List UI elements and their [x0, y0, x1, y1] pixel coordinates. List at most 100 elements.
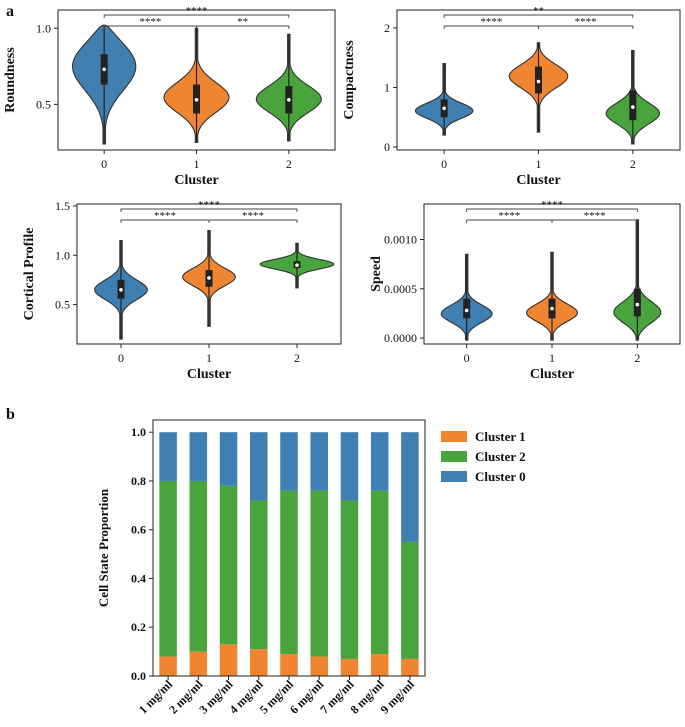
x-axis-label: Cluster: [187, 367, 231, 382]
significance-bracket: [466, 208, 638, 212]
violin-median-cluster-2: [631, 105, 635, 109]
bar-segment-cluster-2: [250, 500, 268, 650]
x-axis-label: Cluster: [530, 367, 574, 382]
significance-label: ****: [584, 210, 606, 222]
bar-segment-cluster-2: [280, 490, 298, 655]
bar-segment-cluster-1: [219, 644, 238, 676]
violin-median-cluster-1: [207, 276, 211, 280]
x-tick-label: 1: [206, 351, 212, 365]
bar-segment-cluster-0: [340, 432, 359, 501]
bar-segment-cluster-0: [280, 432, 298, 491]
y-tick-label: 1.0: [36, 21, 51, 35]
bar-segment-cluster-1: [340, 658, 359, 676]
violin-median-cluster-1: [536, 79, 541, 84]
y-tick-label: 1.0: [55, 248, 70, 262]
bar-segment-cluster-1: [370, 654, 389, 676]
significance-bracket: [538, 25, 634, 29]
bar-segment-cluster-2: [340, 500, 359, 659]
bar-segment-cluster-2: [219, 485, 238, 645]
panel-a-label: a: [6, 3, 14, 20]
x-tick-label: 1: [536, 157, 542, 171]
x-tick-label: 0: [118, 351, 124, 365]
x-tick-label: 1: [549, 351, 555, 365]
y-tick-label: 0.0005: [384, 282, 417, 296]
stacked-bar-chart-cell-state: 0.00.20.40.60.81.01 mg/ml2 mg/ml3 mg/ml4…: [96, 419, 526, 717]
violin-median-cluster-1: [194, 97, 199, 102]
violin-chart-speed: 0.0000 0.0005 0.0010 0 1 2 Cluster Speed **** ***…: [369, 199, 681, 382]
bar-segment-cluster-2: [159, 480, 177, 657]
y-axis-label: Compactness: [342, 40, 357, 120]
violin-median-cluster-2: [635, 302, 640, 307]
y-tick-label: 1.5: [55, 199, 70, 213]
violin-median-cluster-1: [550, 306, 554, 311]
bar-segment-cluster-1: [159, 656, 177, 676]
y-tick-label: 0.0000: [384, 331, 417, 345]
significance-bracket: [196, 25, 290, 29]
legend-label: Cluster 0: [475, 469, 526, 484]
significance-label: ****: [498, 210, 520, 222]
y-tick-label: 0.6: [131, 523, 146, 537]
violin-median-cluster-2: [287, 97, 291, 102]
y-axis-label: Speed: [369, 256, 384, 292]
x-axis-label: Cluster: [174, 173, 218, 188]
y-tick-label: 0.5: [36, 97, 51, 111]
y-tick-label: 0.5: [55, 298, 70, 312]
y-axis-label: Roundness: [3, 47, 18, 113]
x-tick-label: 9 mg/ml: [378, 677, 418, 717]
bar-segment-cluster-0: [310, 432, 328, 491]
significance-label: ****: [242, 210, 264, 222]
bar-segment-cluster-2: [370, 490, 389, 655]
significance-bracket: [103, 14, 290, 18]
significance-label: ****: [480, 16, 502, 28]
x-tick-label: 2: [630, 157, 636, 171]
y-tick-label: 1: [384, 80, 390, 94]
x-tick-label: 2: [286, 157, 292, 171]
x-tick-label: 0: [464, 351, 470, 365]
y-tick-label: 2: [384, 21, 390, 35]
legend-swatch-cluster-2: [441, 451, 467, 462]
bar-segment-cluster-0: [250, 432, 268, 501]
bar-segment-cluster-2: [189, 480, 208, 652]
bar-segment-cluster-1: [280, 654, 298, 676]
violin-median-cluster-0: [102, 67, 106, 72]
x-tick-label: 2: [634, 351, 640, 365]
y-axis-label: Cortical Profile: [22, 228, 37, 321]
y-axis-label: Cell State Proportion: [96, 488, 111, 607]
y-tick-label: 0.4: [131, 571, 146, 585]
legend-label: Cluster 1: [475, 429, 526, 444]
legend-swatch-cluster-1: [441, 431, 467, 442]
bar-segment-cluster-2: [310, 490, 328, 657]
y-tick-label: 0: [384, 140, 390, 154]
y-tick-label: 1.0: [131, 425, 146, 439]
violin-iqr-cluster-2: [633, 288, 641, 317]
y-tick-label: 0.0: [131, 669, 146, 683]
y-tick-label: 0.2: [131, 620, 146, 634]
violin-median-cluster-0: [119, 287, 123, 292]
bar-segment-cluster-2: [401, 541, 419, 659]
significance-bracket: [551, 219, 638, 223]
x-tick-label: 1: [194, 157, 200, 171]
bar-segment-cluster-1: [189, 651, 208, 676]
bar-segment-cluster-1: [401, 658, 419, 676]
significance-label: **: [237, 16, 248, 28]
violin-iqr-cluster-0: [463, 298, 471, 319]
violin-median-cluster-0: [464, 308, 469, 313]
legend-label: Cluster 2: [475, 449, 526, 464]
significance-label: ****: [575, 16, 597, 28]
significance-label: ****: [154, 210, 176, 222]
significance-bracket: [443, 14, 634, 18]
y-tick-label: 0.8: [131, 474, 146, 488]
violin-chart-cortical-profile: 0.5 1.0 1.5 0 1 2 Cluster Cortical Profile **** *…: [22, 199, 342, 382]
y-tick-label: 0.0010: [384, 232, 417, 246]
panel-b-label: b: [6, 406, 15, 423]
significance-label: ****: [139, 16, 161, 28]
significance-bracket: [208, 219, 298, 223]
bar-segment-cluster-0: [159, 432, 177, 481]
significance-bracket: [120, 208, 298, 212]
bar-segment-cluster-1: [250, 649, 268, 676]
bar-segment-cluster-0: [370, 432, 389, 491]
violin-median-cluster-2: [295, 263, 299, 267]
